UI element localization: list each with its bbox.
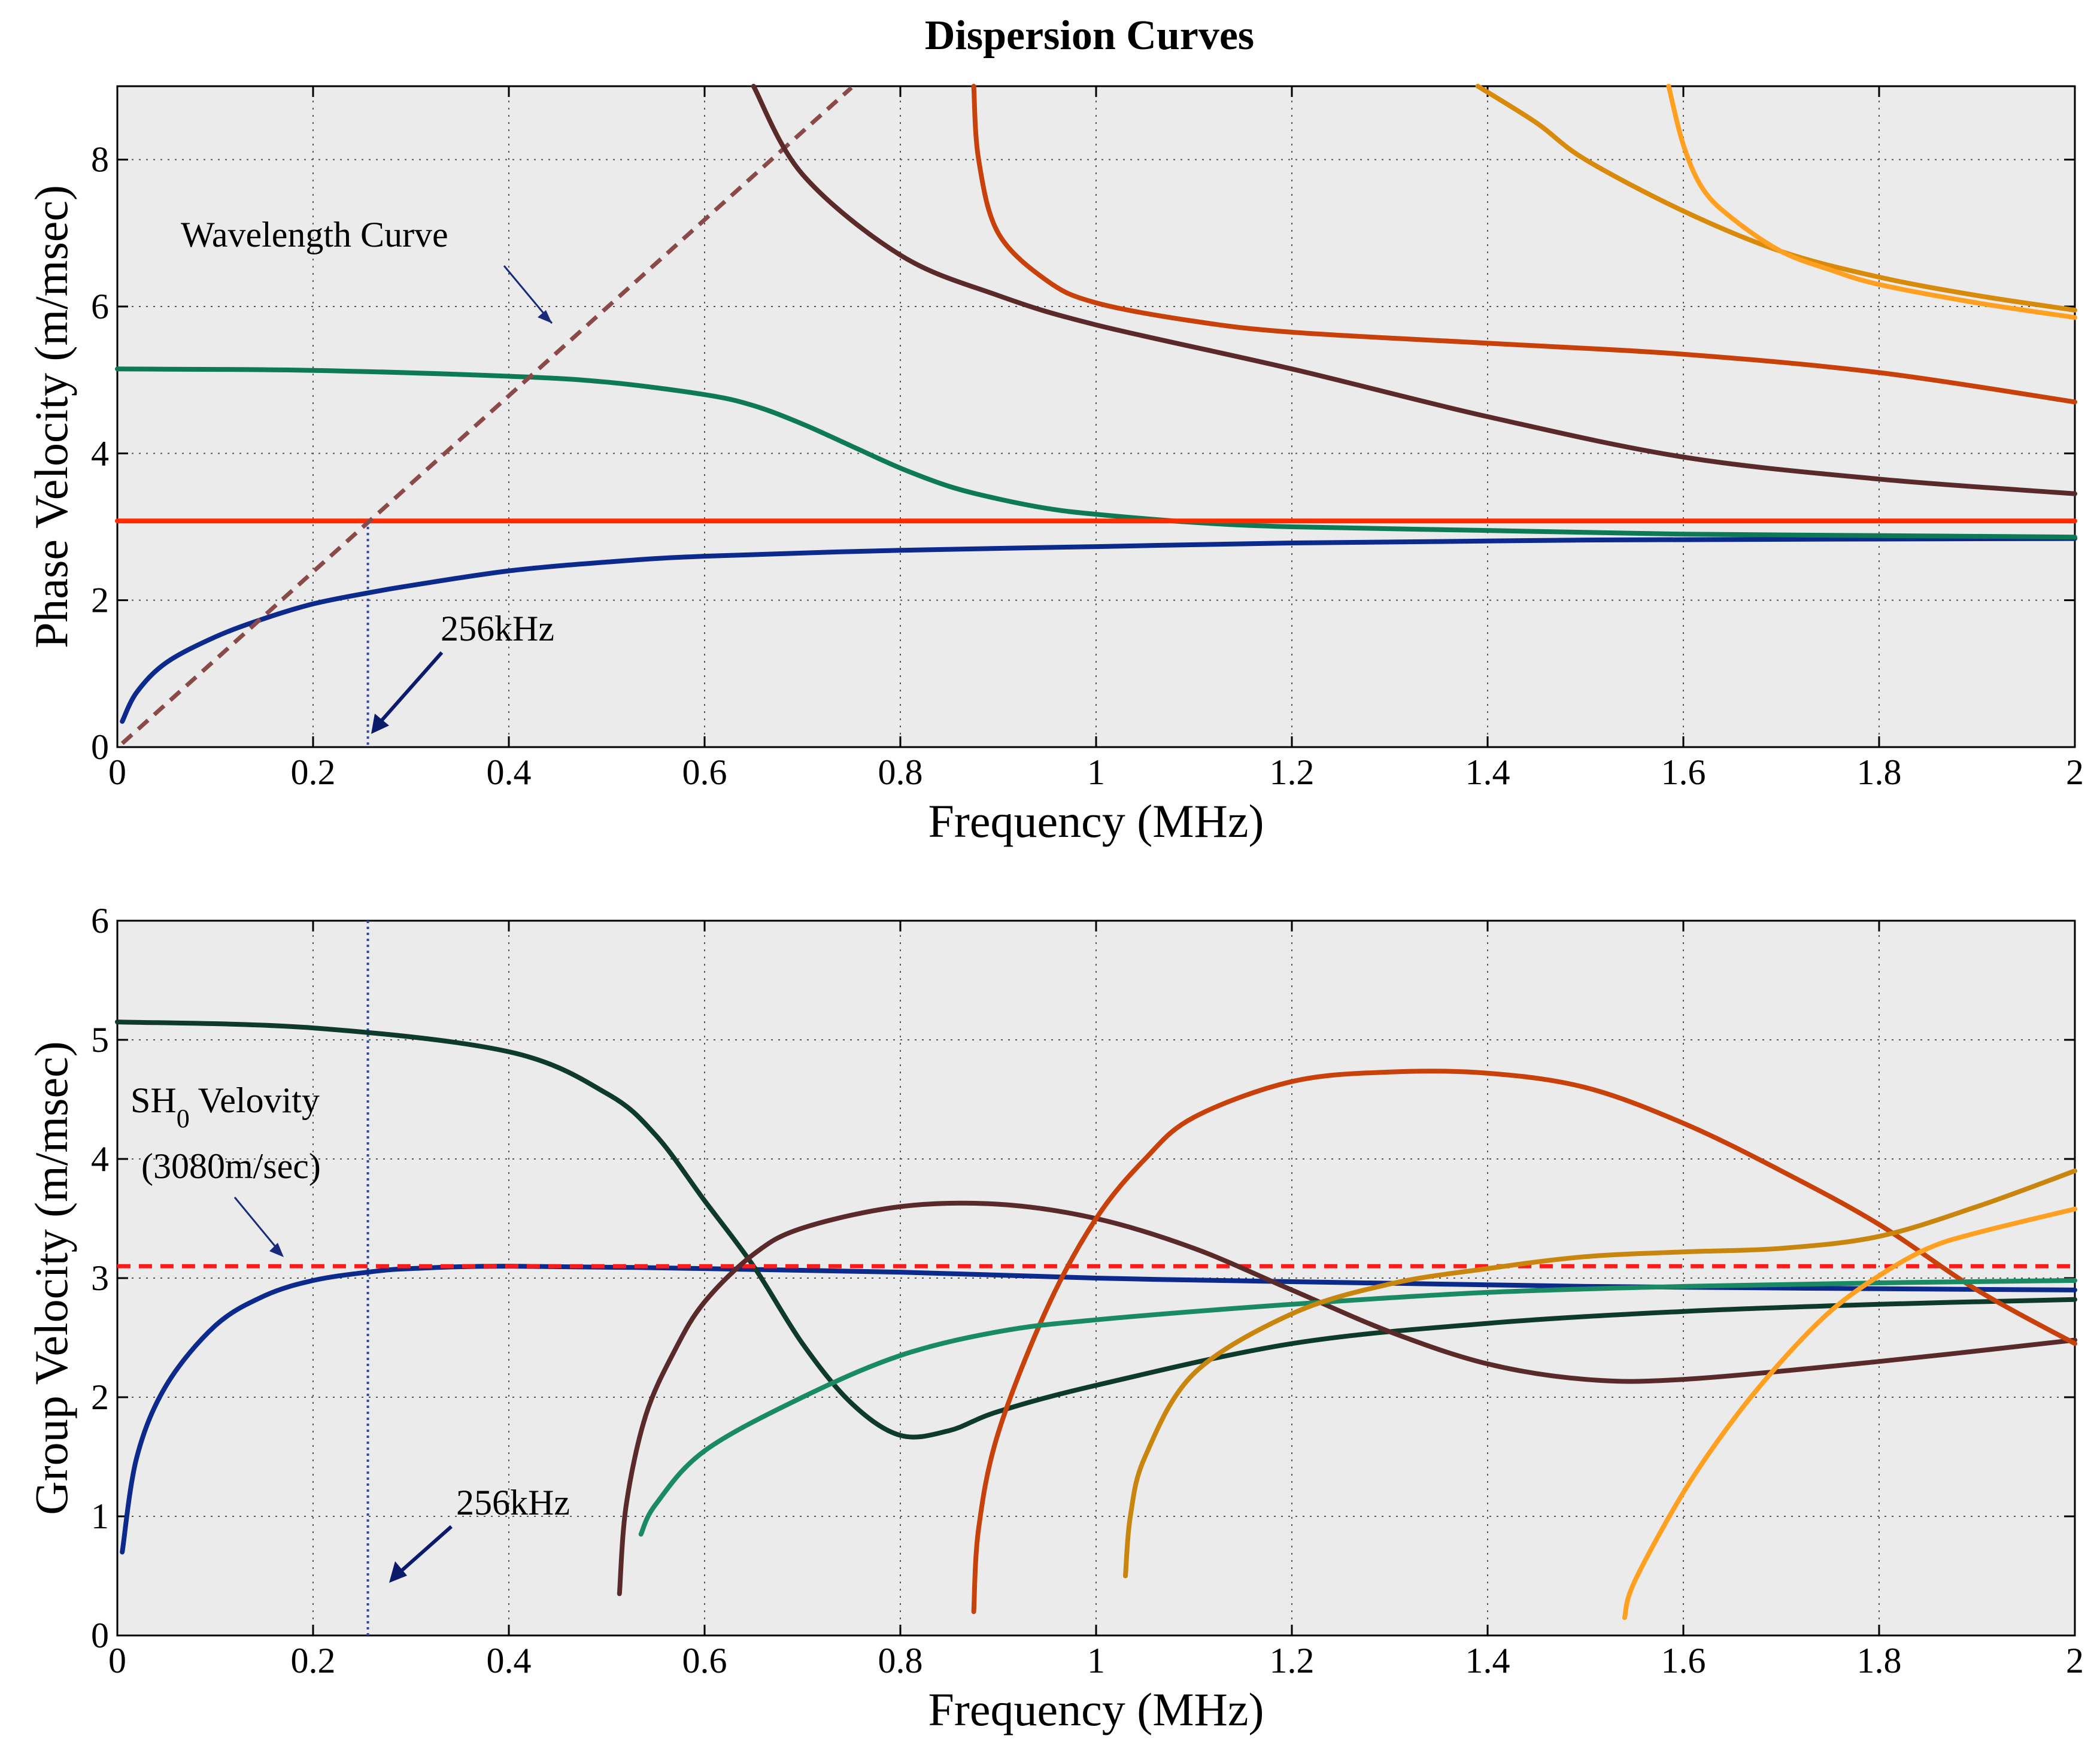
x-tick-label: 0.8 [878, 1641, 923, 1680]
series-line-a1 [617, 1200, 2077, 1597]
series-line-s0 [115, 1019, 2077, 1440]
group-series [115, 921, 2077, 1635]
x-tick-label: 1.6 [1661, 1641, 1706, 1680]
phase-256khz-arrow [375, 651, 444, 727]
series-line-a1 [751, 84, 2077, 496]
phase-tick-labels: 0 0.2 0.4 0.6 0.8 1 1.2 1.4 1.6 1.8 2 0 2 4 6 8 [91, 140, 2084, 792]
x-tick-label: 2 [2066, 1641, 2084, 1680]
phase-256khz-arrowhead [371, 714, 389, 734]
sh0-annotation-arrow [233, 1197, 281, 1253]
y-tick-label: 4 [91, 1139, 109, 1179]
x-tick-label: 1.8 [1857, 752, 1902, 792]
x-tick-label: 0.2 [291, 1641, 336, 1680]
series-line-s2 [638, 1278, 2077, 1537]
x-tick-label: 0.6 [682, 1641, 727, 1680]
phase-velocity-panel: 0 0.2 0.4 0.6 0.8 1 1.2 1.4 1.6 1.8 2 0 2 4 6 8 Frequen… [25, 84, 2084, 847]
series-line-s1 [971, 84, 2077, 405]
series-line-a2 [1123, 1168, 2077, 1579]
group-256khz-arrowhead [389, 1561, 407, 1583]
y-tick-label: 6 [91, 901, 109, 940]
x-tick-label: 1.2 [1270, 1641, 1315, 1680]
x-tick-label: 1.6 [1661, 752, 1706, 792]
phase-y-axis-label: Phase Velocity (m/msec) [25, 185, 77, 648]
y-tick-label: 6 [91, 287, 109, 326]
group-x-axis-label: Frequency (MHz) [928, 1683, 1264, 1735]
x-tick-label: 0 [108, 1641, 126, 1680]
series-line-s0 [115, 366, 2077, 540]
sh0-annotation-arrowhead [269, 1243, 284, 1257]
y-tick-label: 4 [91, 433, 109, 473]
y-tick-label: 8 [91, 140, 109, 180]
group-velocity-panel: 0 0.2 0.4 0.6 0.8 1 1.2 1.4 1.6 1.8 2 0 1 2 3 4 5 6 Frequ… [25, 901, 2084, 1735]
y-tick-label: 2 [91, 1377, 109, 1417]
x-tick-label: 0.2 [291, 752, 336, 792]
series-line-a2 [1666, 84, 2077, 320]
x-tick-label: 1 [1087, 1641, 1105, 1680]
x-tick-label: 1.4 [1465, 752, 1510, 792]
wavelength-curve-annotation: Wavelength Curve [181, 215, 448, 254]
y-tick-label: 3 [91, 1258, 109, 1298]
group-256khz-annotation: 256kHz [456, 1483, 570, 1522]
figure-title: Dispersion Curves [925, 13, 1254, 59]
x-tick-label: 1.4 [1465, 1641, 1510, 1680]
x-tick-label: 0.8 [878, 752, 923, 792]
x-tick-label: 1 [1087, 752, 1105, 792]
y-tick-label: 0 [91, 727, 109, 767]
y-tick-label: 5 [91, 1020, 109, 1060]
y-tick-label: 2 [91, 581, 109, 620]
x-tick-label: 0.6 [682, 752, 727, 792]
y-tick-label: 0 [91, 1616, 109, 1655]
phase-grid [116, 86, 2076, 748]
phase-256khz-annotation: 256kHz [441, 609, 554, 648]
group-tick-labels: 0 0.2 0.4 0.6 0.8 1 1.2 1.4 1.6 1.8 2 0 1 2 3 4 5 6 [91, 901, 2084, 1680]
x-tick-label: 0.4 [487, 1641, 532, 1680]
x-tick-label: 1.8 [1857, 1641, 1902, 1680]
y-tick-label: 1 [91, 1497, 109, 1536]
series-line-a0 [120, 536, 2077, 724]
x-tick-label: 1.2 [1270, 752, 1315, 792]
sh0-velocity-value-annotation: (3080m/sec) [141, 1146, 321, 1186]
x-tick-label: 0.4 [487, 752, 532, 792]
phase-series [115, 84, 2077, 747]
series-line-s3 [1622, 1206, 2077, 1621]
series-line-s2 [1475, 84, 2077, 313]
series-line-s1 [971, 1069, 2077, 1615]
group-y-axis-label: Group Velocity (m/msec) [25, 1041, 77, 1515]
x-tick-label: 0 [108, 752, 126, 792]
x-tick-label: 2 [2066, 752, 2084, 792]
wavelength-annotation-arrowhead [538, 310, 552, 323]
phase-x-axis-label: Frequency (MHz) [928, 795, 1264, 847]
group-256khz-arrow [397, 1525, 453, 1575]
